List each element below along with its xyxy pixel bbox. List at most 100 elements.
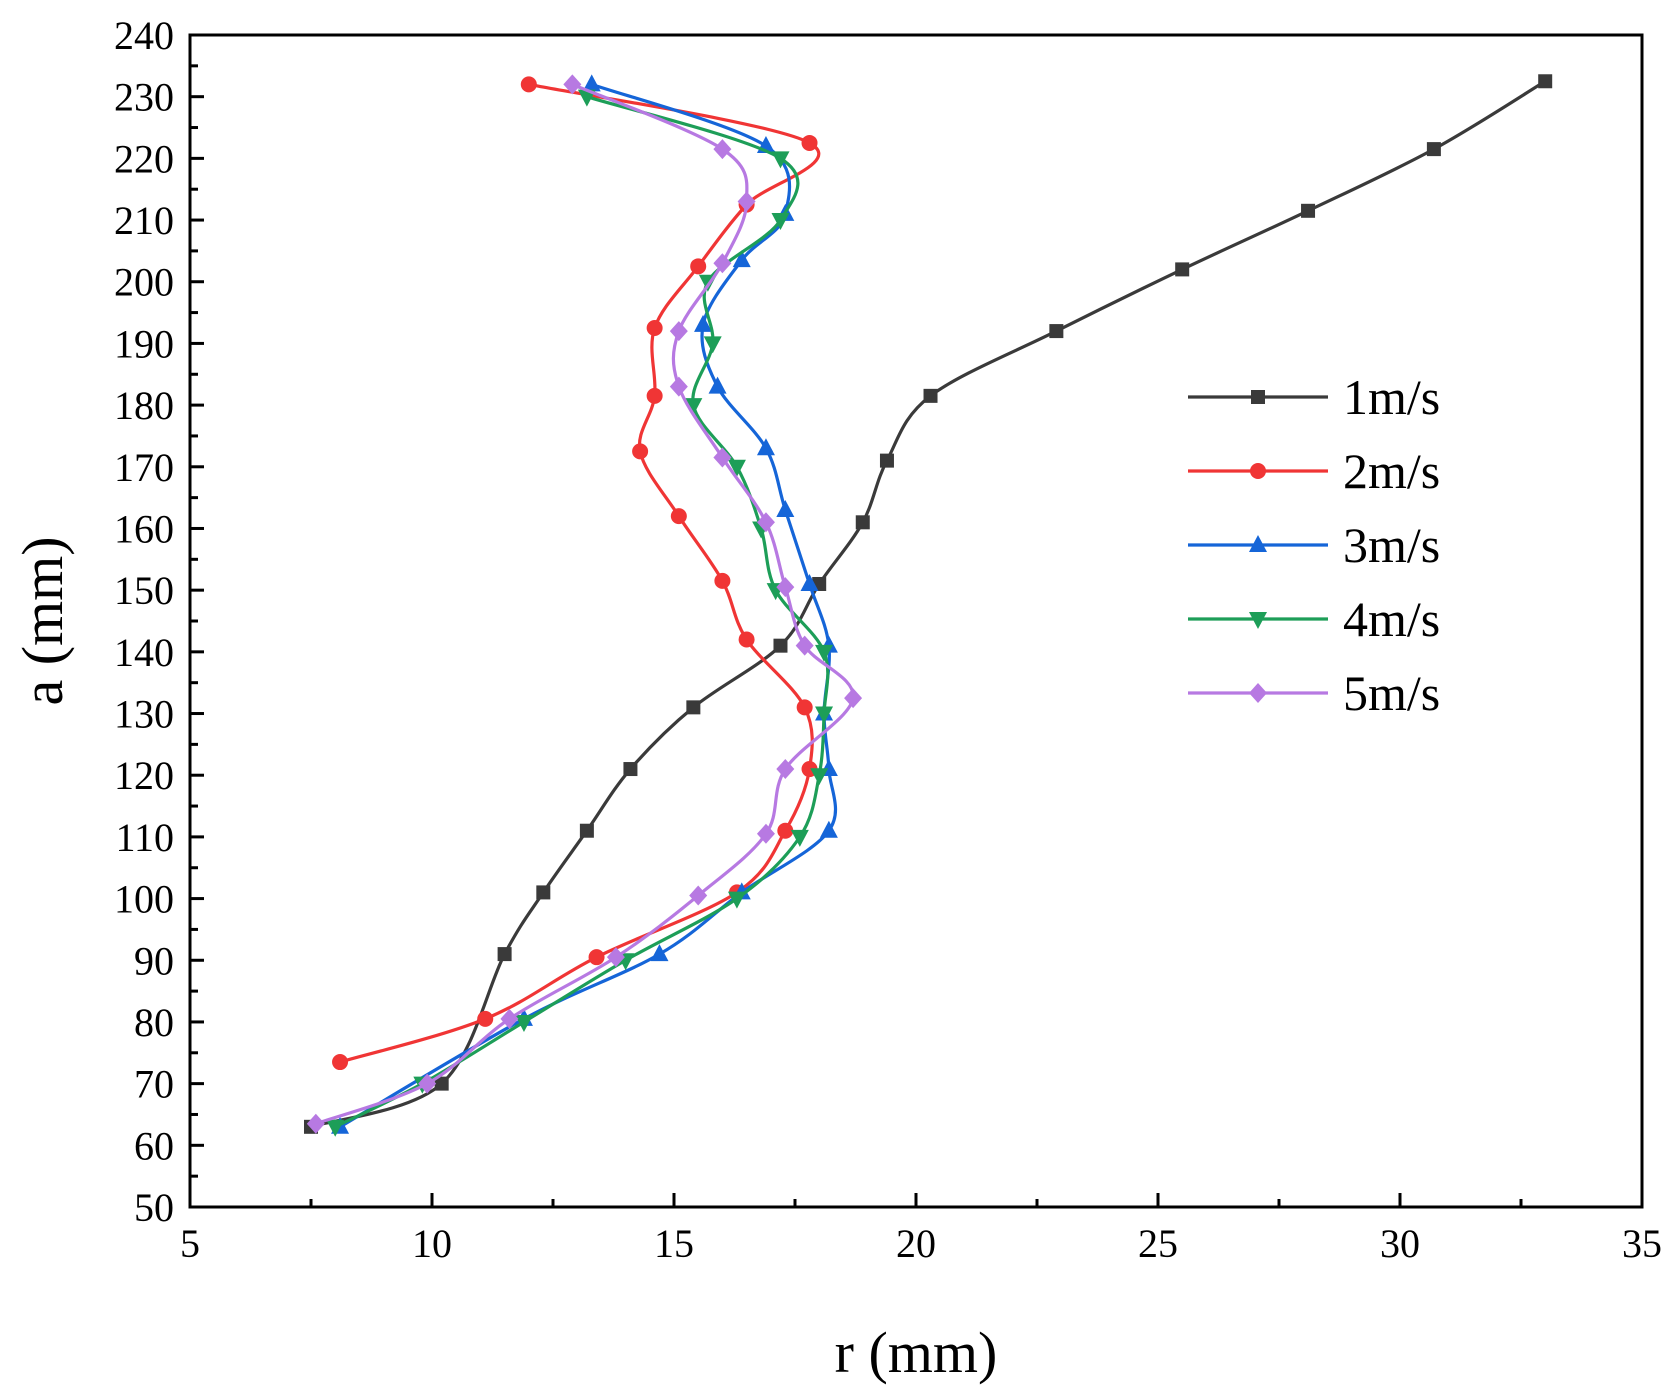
data-point xyxy=(732,250,751,268)
data-point xyxy=(588,949,605,966)
data-point xyxy=(477,1010,494,1027)
data-point xyxy=(727,891,746,909)
legend-label: 4m/s xyxy=(1343,591,1440,647)
data-point xyxy=(684,398,703,416)
data-point xyxy=(1049,324,1064,339)
data-point xyxy=(332,1054,349,1071)
series-2m/s xyxy=(332,76,821,1071)
legend-label: 1m/s xyxy=(1343,369,1440,425)
data-point xyxy=(434,1076,449,1091)
legend: 1m/s 2m/s 3m/s 4m/s 5m/s xyxy=(1188,369,1440,721)
y-tick-label: 50 xyxy=(134,1185,174,1230)
data-point xyxy=(1301,203,1316,218)
data-point xyxy=(689,885,708,906)
data-point xyxy=(714,572,731,589)
x-tick-label: 15 xyxy=(654,1221,694,1266)
data-point xyxy=(815,644,834,662)
data-point xyxy=(606,947,625,968)
y-tick-label: 110 xyxy=(115,815,174,860)
data-point xyxy=(713,253,732,274)
data-point xyxy=(650,944,669,962)
data-point xyxy=(790,829,809,847)
data-point xyxy=(1175,262,1190,277)
y-tick-label: 90 xyxy=(134,938,174,983)
y-tick-label: 130 xyxy=(114,692,174,737)
y-tick-label: 170 xyxy=(114,445,174,490)
y-tick-label: 220 xyxy=(114,136,174,181)
data-point xyxy=(582,74,601,92)
y-tick-label: 100 xyxy=(114,877,174,922)
x-tick-label: 5 xyxy=(180,1221,200,1266)
data-point xyxy=(819,820,838,838)
data-point xyxy=(844,688,863,709)
data-point xyxy=(520,76,537,93)
data-point xyxy=(579,823,594,838)
data-point xyxy=(694,314,713,332)
y-tick-label: 210 xyxy=(114,198,174,243)
legend-item: 2m/s xyxy=(1188,443,1440,499)
series-layer xyxy=(304,74,1553,1137)
data-point xyxy=(879,453,894,468)
series-3m/s xyxy=(331,74,838,1134)
data-point xyxy=(801,134,818,151)
series-line xyxy=(334,95,830,1129)
legend-marker xyxy=(1249,535,1267,552)
data-point xyxy=(577,89,596,107)
data-point xyxy=(1538,74,1553,89)
series-line xyxy=(315,82,855,1126)
data-point xyxy=(777,822,794,839)
data-point xyxy=(773,638,788,653)
legend-label: 2m/s xyxy=(1343,443,1440,499)
y-tick-label: 240 xyxy=(114,13,174,58)
x-tick-label: 35 xyxy=(1622,1221,1662,1266)
data-point xyxy=(756,823,775,844)
y-tick-label: 70 xyxy=(134,1062,174,1107)
data-point xyxy=(795,635,814,656)
y-tick-label: 60 xyxy=(134,1123,174,1168)
data-point xyxy=(623,762,638,777)
legend-marker xyxy=(1250,463,1266,479)
y-tick-label: 160 xyxy=(114,506,174,551)
x-axis-title: r (mm) xyxy=(835,1320,998,1385)
legend-item: 4m/s xyxy=(1188,591,1440,647)
legend-label: 3m/s xyxy=(1343,517,1440,573)
data-point xyxy=(669,321,688,342)
y-tick-label: 190 xyxy=(114,321,174,366)
x-tick-label: 20 xyxy=(896,1221,936,1266)
data-point xyxy=(855,515,870,530)
data-point xyxy=(646,387,663,404)
legend-marker xyxy=(1251,390,1265,404)
data-point xyxy=(713,139,732,160)
data-point xyxy=(727,459,746,477)
y-tick-label: 80 xyxy=(134,1000,174,1045)
data-point xyxy=(690,258,707,275)
data-point xyxy=(670,508,687,525)
data-point xyxy=(497,947,512,962)
data-point xyxy=(703,336,722,354)
data-point xyxy=(632,443,649,460)
data-point xyxy=(771,151,790,169)
y-tick-label: 140 xyxy=(114,630,174,675)
data-point xyxy=(810,768,829,786)
data-point xyxy=(708,376,727,394)
data-point xyxy=(713,447,732,468)
series-line xyxy=(310,79,1547,1129)
data-point xyxy=(500,1008,519,1029)
x-tick-label: 25 xyxy=(1138,1221,1178,1266)
data-point xyxy=(756,512,775,533)
data-point xyxy=(776,499,795,517)
x-tick-label: 30 xyxy=(1380,1221,1420,1266)
data-point xyxy=(738,631,755,648)
legend-item: 5m/s xyxy=(1188,665,1440,721)
data-point xyxy=(563,74,582,95)
axis-ticks: 5 10 15 20 25 30 35 50 60 70 80 90 100 110 120 130 140 15… xyxy=(114,13,1662,1266)
data-point xyxy=(800,573,819,591)
legend-label: 5m/s xyxy=(1343,665,1440,721)
legend-item: 3m/s xyxy=(1188,517,1440,573)
data-point xyxy=(514,1014,533,1032)
legend-item: 1m/s xyxy=(1188,369,1440,425)
y-tick-label: 180 xyxy=(114,383,174,428)
legend-marker xyxy=(1249,683,1267,703)
data-point xyxy=(669,376,688,397)
series-line xyxy=(339,82,821,1064)
